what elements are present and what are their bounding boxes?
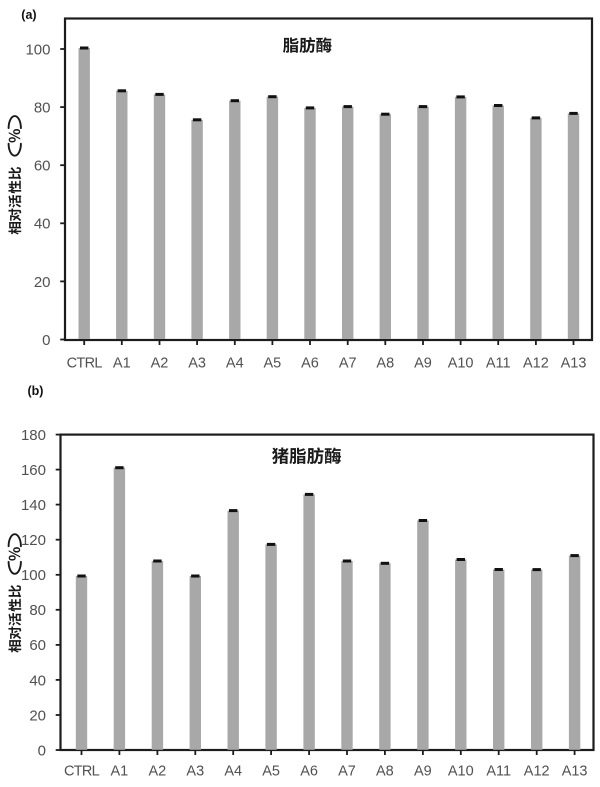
svg-text:A12: A12 bbox=[524, 763, 550, 779]
svg-text:A3: A3 bbox=[188, 355, 206, 371]
svg-text:CTRL: CTRL bbox=[64, 763, 100, 779]
svg-text:A12: A12 bbox=[523, 355, 549, 371]
svg-text:CTRL: CTRL bbox=[67, 355, 103, 371]
svg-text:A11: A11 bbox=[486, 355, 511, 371]
svg-text:A7: A7 bbox=[339, 355, 357, 371]
svg-text:60: 60 bbox=[34, 158, 51, 175]
svg-text:A8: A8 bbox=[376, 355, 394, 371]
svg-text:A10: A10 bbox=[448, 763, 474, 779]
svg-text:A2: A2 bbox=[151, 355, 169, 371]
svg-text:180: 180 bbox=[21, 427, 46, 444]
svg-text:120: 120 bbox=[21, 532, 46, 549]
svg-text:A11: A11 bbox=[486, 763, 511, 779]
svg-text:A13: A13 bbox=[561, 355, 587, 371]
svg-text:100: 100 bbox=[21, 567, 46, 584]
svg-text:100: 100 bbox=[25, 41, 50, 58]
svg-text:40: 40 bbox=[34, 216, 51, 233]
svg-text:A13: A13 bbox=[562, 763, 588, 779]
svg-text:20: 20 bbox=[29, 707, 46, 724]
svg-text:60: 60 bbox=[29, 637, 46, 654]
svg-text:A4: A4 bbox=[226, 355, 244, 371]
svg-text:(b): (b) bbox=[28, 384, 44, 398]
svg-text:A7: A7 bbox=[338, 763, 356, 779]
svg-text:A6: A6 bbox=[301, 355, 319, 371]
svg-text:A6: A6 bbox=[300, 763, 318, 779]
svg-text:A2: A2 bbox=[149, 763, 167, 779]
svg-text:80: 80 bbox=[34, 100, 51, 117]
svg-text:0: 0 bbox=[38, 742, 46, 759]
svg-text:A4: A4 bbox=[224, 763, 242, 779]
svg-text:160: 160 bbox=[21, 462, 46, 479]
svg-text:80: 80 bbox=[29, 602, 46, 619]
svg-text:(a): (a) bbox=[21, 8, 36, 22]
svg-text:40: 40 bbox=[29, 672, 46, 689]
svg-text:A5: A5 bbox=[264, 355, 282, 371]
svg-text:A5: A5 bbox=[262, 763, 280, 779]
svg-text:20: 20 bbox=[34, 274, 51, 291]
svg-text:A9: A9 bbox=[414, 763, 432, 779]
svg-text:A8: A8 bbox=[376, 763, 394, 779]
svg-text:A1: A1 bbox=[111, 763, 129, 779]
svg-text:A10: A10 bbox=[448, 355, 474, 371]
svg-text:A3: A3 bbox=[186, 763, 204, 779]
svg-text:A9: A9 bbox=[414, 355, 432, 371]
svg-text:A1: A1 bbox=[113, 355, 131, 371]
svg-text:0: 0 bbox=[42, 332, 50, 349]
svg-text:140: 140 bbox=[21, 497, 46, 514]
